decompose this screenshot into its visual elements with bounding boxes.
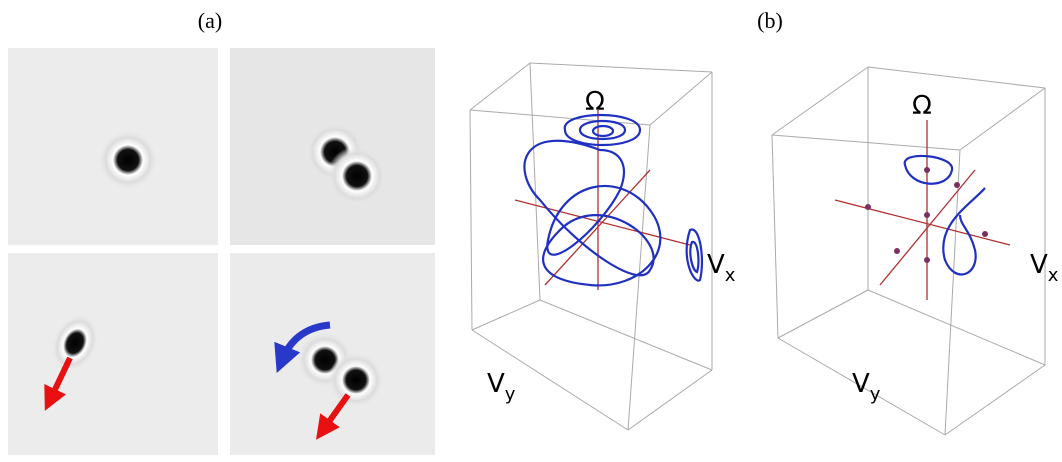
axis-subscript: x bbox=[725, 265, 736, 286]
vortex bbox=[327, 146, 387, 206]
axis-label: Vx bbox=[707, 250, 736, 286]
image-tile bbox=[8, 253, 218, 455]
axis-label: Vy bbox=[487, 369, 516, 405]
axis-symbol: V bbox=[1030, 250, 1048, 280]
axis-label: Vx bbox=[1030, 250, 1059, 286]
axis-subscript: x bbox=[1048, 265, 1059, 286]
axis-label: Ω bbox=[912, 91, 932, 121]
axis-symbol: V bbox=[852, 369, 870, 399]
axis-label: Vy bbox=[852, 369, 881, 405]
right-trajectory bbox=[905, 156, 985, 275]
axis-subscript: y bbox=[505, 384, 516, 405]
axis-label: Ω bbox=[585, 87, 605, 117]
panel-label: (a) bbox=[198, 8, 222, 33]
axis-symbol: V bbox=[487, 369, 505, 399]
panel-label: (b) bbox=[757, 8, 783, 33]
axis-subscript: y bbox=[870, 384, 881, 405]
figure: (a) (b) Ω Vx Vy Ω Vx Vy bbox=[0, 0, 1062, 462]
left-box bbox=[470, 63, 712, 430]
vortex bbox=[328, 352, 384, 408]
panel-a-images bbox=[8, 48, 435, 455]
left-trajectory bbox=[524, 115, 702, 285]
axis-symbol: V bbox=[707, 250, 725, 280]
vortex bbox=[98, 130, 158, 190]
